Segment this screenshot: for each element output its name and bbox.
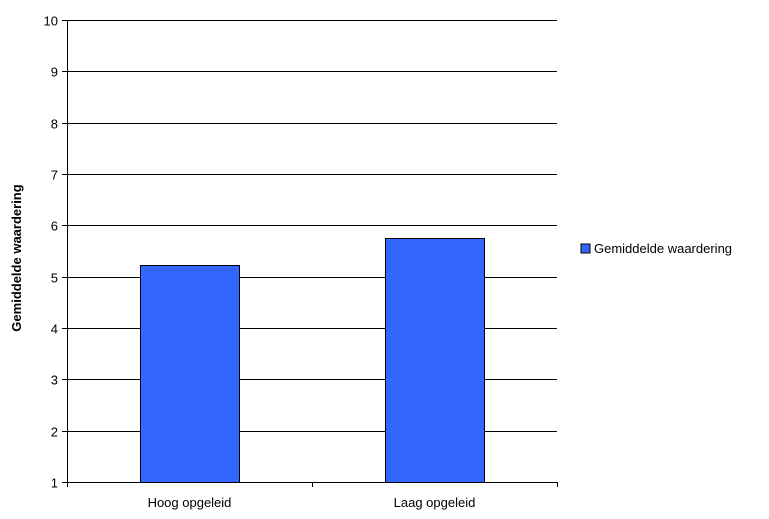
- legend-label: Gemiddelde waardering: [594, 241, 732, 256]
- legend-swatch: [581, 244, 590, 253]
- x-category-labels: Hoog opgeleid Laag opgeleid: [148, 495, 476, 510]
- x-category-label: Hoog opgeleid: [148, 495, 232, 510]
- y-tick-label: 3: [51, 373, 58, 388]
- legend: Gemiddelde waardering: [581, 241, 732, 256]
- y-tick-label: 9: [51, 65, 58, 80]
- bar-hoog-opgeleid: [141, 266, 240, 483]
- y-tick-label: 10: [44, 14, 58, 29]
- bars: [141, 239, 485, 483]
- y-tick-labels: 1 2 3 4 5 6 7 8 9 10: [44, 14, 58, 491]
- y-axis-title: Gemiddelde waardering: [9, 184, 24, 331]
- y-tick-label: 2: [51, 425, 58, 440]
- bar-laag-opgeleid: [386, 239, 485, 483]
- y-tick-label: 1: [51, 476, 58, 491]
- x-category-label: Laag opgeleid: [394, 495, 476, 510]
- y-tick-label: 5: [51, 271, 58, 286]
- y-tick-label: 8: [51, 117, 58, 132]
- y-tick-label: 6: [51, 219, 58, 234]
- y-tick-label: 7: [51, 168, 58, 183]
- y-tick-label: 4: [51, 322, 58, 337]
